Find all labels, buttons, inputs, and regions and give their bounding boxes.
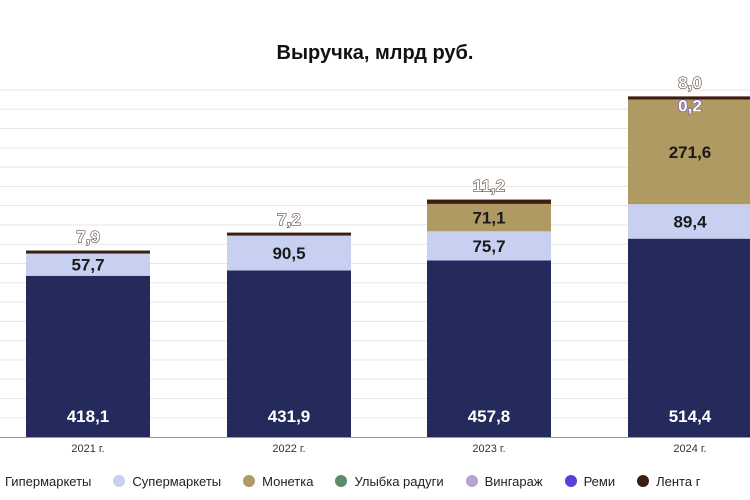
bar-segment (227, 232, 351, 236)
legend-marker-icon (465, 475, 478, 487)
legend-item: Реми (564, 473, 616, 489)
x-tick-label: 2022 г. (272, 443, 305, 455)
data-label: 0,2 (678, 96, 702, 115)
data-label: 75,7 (472, 237, 505, 256)
data-label: 457,8 (468, 407, 511, 426)
legend-marker-icon (564, 475, 577, 487)
gridlines (0, 89, 750, 419)
legend-marker-icon (113, 475, 126, 487)
legend-label: Супермаркеты (132, 473, 222, 489)
bar-segment (628, 99, 750, 205)
legend-marker-icon (637, 475, 650, 487)
legend-label: Гипермаркеты (5, 473, 92, 489)
x-tick-label: 2021 г. (71, 443, 104, 455)
bars (26, 96, 750, 437)
bar-segment (427, 231, 551, 261)
data-label: 90,5 (272, 244, 305, 263)
bar-segment (628, 204, 750, 239)
legend-marker-icon (243, 475, 256, 487)
data-label: 89,4 (673, 212, 707, 231)
bar-segment (427, 260, 551, 437)
legend-item: Улыбка радуги (335, 473, 444, 489)
legend-item: Монетка (243, 474, 313, 489)
data-labels: 418,1 57,7 7,9 431,9 90,5 7,2 457,8 75,7 71,1 11,… (67, 73, 712, 426)
legend-item: Лента г (637, 474, 700, 489)
data-label: 271,6 (669, 143, 712, 162)
legend-item: Гипермаркеты (0, 474, 91, 489)
data-label: 71,1 (472, 209, 505, 228)
bar-segment (26, 250, 150, 254)
data-label: 418,1 (67, 407, 110, 426)
data-label: 431,9 (268, 407, 311, 426)
bar-segment (628, 238, 750, 437)
legend-item: Вингараж (465, 473, 543, 489)
legend: Гипермаркеты Супермаркеты Монетка Улыбка ра… (0, 471, 722, 491)
bar-segment (227, 270, 351, 437)
data-label: 514,4 (669, 407, 712, 426)
bar-segment (26, 275, 150, 437)
legend-marker-icon (335, 475, 348, 487)
bar-segment (227, 235, 351, 271)
legend-label: Монетка (262, 473, 314, 489)
legend-label: Вингараж (484, 473, 543, 489)
chart-title: Выручка, млрд руб. (276, 42, 474, 64)
legend-label: Улыбка радуги (354, 473, 444, 489)
data-label: 7,2 (277, 210, 301, 229)
x-axis-ticks: 2021 г. 2022 г. 2023 г. 2024 г. (71, 443, 706, 455)
legend-label: Реми (583, 473, 616, 489)
legend-label: Лента г (656, 473, 701, 489)
x-tick-label: 2023 г. (472, 443, 505, 455)
bar-segment (26, 253, 150, 276)
data-label: 57,7 (71, 256, 104, 275)
bar-segment (427, 199, 551, 204)
bar-segment (427, 203, 551, 232)
data-label: 8,0 (678, 73, 702, 92)
legend-item: Супермаркеты (113, 474, 221, 489)
data-label: 7,9 (76, 228, 100, 247)
bar-segment (628, 96, 750, 100)
data-label: 11,2 (473, 177, 505, 196)
x-tick-label: 2024 г. (673, 443, 706, 455)
